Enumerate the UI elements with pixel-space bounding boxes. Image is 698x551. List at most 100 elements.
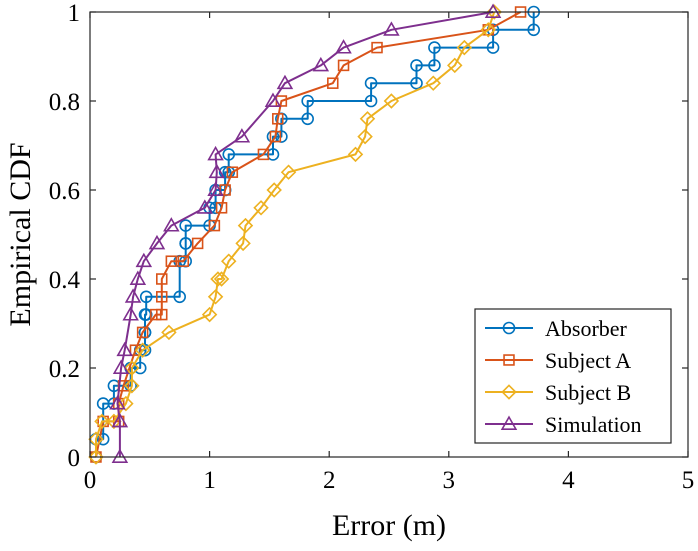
data-point-simulation xyxy=(233,128,251,143)
data-point-subject-b xyxy=(266,182,282,198)
data-point-simulation xyxy=(148,234,166,250)
data-point-absorber xyxy=(527,23,541,37)
data-point-subject-a xyxy=(208,219,221,232)
y-tick-label: 0 xyxy=(68,445,81,472)
series-line-subject-b xyxy=(95,11,496,457)
data-point-subject-a xyxy=(165,255,178,267)
data-point-absorber xyxy=(428,59,441,72)
legend-marker-absorber xyxy=(502,321,516,335)
axes: 0 1 2 3 4 5 0 0.2 0.4 0.6 0.8 1 xyxy=(49,0,695,494)
data-point-subject-b xyxy=(237,217,254,234)
y-tick-label: 0.4 xyxy=(49,267,81,294)
data-point-subject-b xyxy=(210,271,226,287)
data-point-simulation xyxy=(276,74,294,90)
x-tick-label: 3 xyxy=(443,467,456,494)
data-point-absorber xyxy=(410,59,423,72)
data-point-simulation xyxy=(129,270,147,285)
data-point-absorber xyxy=(364,76,378,90)
data-point-simulation xyxy=(109,395,126,410)
data-point-absorber xyxy=(428,41,441,54)
axes-frame xyxy=(89,11,689,458)
data-point-subject-a xyxy=(257,148,270,161)
data-point-subject-a xyxy=(136,326,149,339)
data-point-simulation xyxy=(196,199,214,214)
data-point-subject-b xyxy=(383,93,400,109)
legend-label-absorber: Absorber xyxy=(545,316,628,341)
data-point-subject-b xyxy=(106,413,122,430)
data-point-simulation xyxy=(163,217,180,232)
data-point-subject-b xyxy=(480,22,496,38)
data-point-subject-a xyxy=(272,113,284,125)
data-point-simulation xyxy=(383,21,400,36)
x-tick-label: 5 xyxy=(682,467,695,494)
data-point-subject-a xyxy=(156,291,168,303)
data-point-absorber xyxy=(96,432,110,446)
data-point-absorber xyxy=(486,41,500,54)
series-line-subject-a xyxy=(95,11,522,458)
data-point-absorber xyxy=(218,165,232,179)
data-point-subject-a xyxy=(482,24,495,36)
data-point-subject-b xyxy=(357,128,373,145)
plot-area xyxy=(88,3,541,465)
data-point-simulation xyxy=(264,92,282,107)
data-point-simulation xyxy=(207,181,224,196)
data-point-simulation xyxy=(208,163,226,179)
data-point-absorber xyxy=(410,76,423,90)
data-point-absorber xyxy=(301,112,314,126)
data-point-subject-a xyxy=(269,130,282,143)
legend-marker-simulation xyxy=(500,415,518,430)
data-point-subject-b xyxy=(201,306,218,323)
data-point-subject-b xyxy=(118,395,134,412)
data-point-absorber xyxy=(301,94,314,108)
legend-label-simulation: Simulation xyxy=(545,412,642,437)
data-point-subject-b xyxy=(124,360,140,376)
series-line-simulation xyxy=(116,11,494,457)
data-point-subject-b xyxy=(235,235,251,252)
data-point-subject-b xyxy=(134,342,151,358)
data-point-subject-b xyxy=(447,57,463,74)
data-point-subject-b xyxy=(280,164,297,180)
data-point-subject-a xyxy=(156,273,168,285)
data-point-absorber xyxy=(133,361,147,375)
data-point-absorber xyxy=(364,94,378,108)
data-point-simulation xyxy=(124,288,142,303)
data-point-subject-a xyxy=(191,237,204,250)
data-point-subject-b xyxy=(88,449,104,465)
data-point-simulation xyxy=(312,56,330,72)
data-point-simulation xyxy=(335,39,352,54)
data-point-subject-b xyxy=(456,39,473,56)
x-tick-label: 4 xyxy=(562,467,575,494)
data-point-subject-a xyxy=(327,77,339,89)
data-point-simulation xyxy=(111,448,129,463)
x-tick-label: 1 xyxy=(203,467,216,494)
data-point-subject-a xyxy=(215,202,228,214)
data-point-absorber xyxy=(139,308,153,321)
data-point-subject-b xyxy=(253,200,269,216)
data-point-subject-a xyxy=(177,255,190,267)
y-axis-title: Empirical CDF xyxy=(4,142,37,326)
y-tick-label: 0.8 xyxy=(49,89,80,116)
legend-label-subject-a: Subject A xyxy=(545,348,631,373)
x-axis-title: Error (m) xyxy=(332,509,446,542)
legend: Absorber Subject A Subject B Simulation xyxy=(474,308,672,444)
x-tick-label: 2 xyxy=(323,467,336,494)
data-point-subject-b xyxy=(221,253,237,269)
data-point-subject-a xyxy=(226,166,239,178)
data-point-simulation xyxy=(135,252,153,268)
data-point-subject-b xyxy=(161,324,177,341)
legend-marker-subject-a xyxy=(503,354,515,366)
data-point-subject-b xyxy=(94,413,110,430)
data-point-subject-b xyxy=(347,146,364,163)
y-tick-label: 0.2 xyxy=(49,356,80,383)
data-point-absorber xyxy=(179,237,192,250)
legend-label-subject-b: Subject B xyxy=(545,380,631,405)
data-point-absorber xyxy=(173,290,186,304)
data-point-absorber xyxy=(139,290,153,304)
data-point-simulation xyxy=(112,359,130,374)
data-point-subject-a xyxy=(337,59,350,72)
data-point-subject-b xyxy=(88,431,104,447)
data-point-absorber xyxy=(222,148,236,161)
data-point-subject-b xyxy=(359,111,376,127)
legend-marker-subject-b xyxy=(501,384,517,400)
